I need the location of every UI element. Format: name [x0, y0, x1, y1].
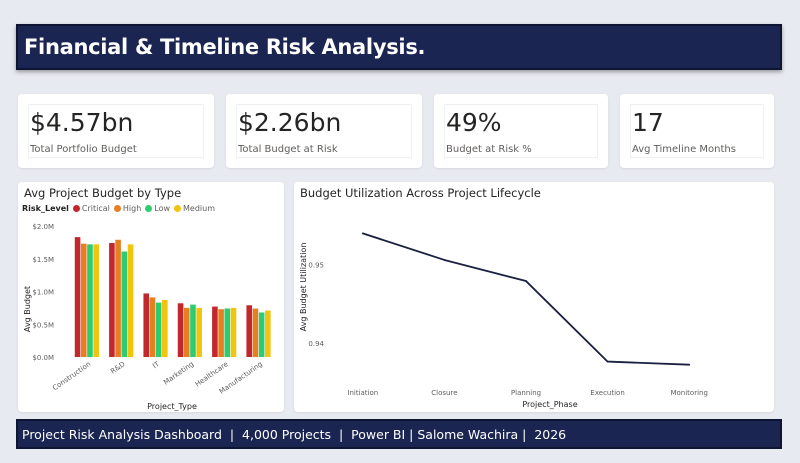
- kpi-label: Avg Timeline Months: [632, 144, 736, 155]
- bar-critical: [212, 306, 218, 357]
- bar-x-tick-label: Marketing: [162, 360, 195, 387]
- budget-by-type-panel[interactable]: Avg Project Budget by Type Risk_Level Cr…: [18, 182, 284, 412]
- legend-dot: [113, 205, 121, 212]
- legend-item-medium[interactable]: Medium: [174, 204, 215, 213]
- line-y-axis-label: Avg Budget Utilization: [299, 243, 308, 332]
- legend-label: High: [122, 204, 142, 213]
- utilization-point: [525, 280, 527, 282]
- bar-low: [155, 302, 162, 357]
- utilization-point: [443, 259, 446, 261]
- bar-low: [190, 304, 196, 357]
- bar-x-tick-label: R&D: [109, 360, 126, 376]
- budget-utilization-panel[interactable]: Budget Utilization Across Project Lifecy…: [294, 182, 774, 412]
- kpi-value: $4.57bn: [30, 108, 134, 137]
- bar-medium: [93, 244, 99, 357]
- kpi-card-border: [236, 104, 412, 158]
- bar-medium: [265, 310, 271, 357]
- bar-y-tick-label: $0.0M: [32, 354, 54, 362]
- bar-critical: [143, 293, 150, 357]
- bar-high: [80, 243, 87, 357]
- kpi-card-total-budget-at-risk[interactable]: $2.26bn Total Budget at Risk: [226, 94, 422, 168]
- utilization-point: [361, 232, 364, 235]
- utilization-point: [606, 360, 609, 363]
- bar-critical: [74, 237, 81, 357]
- bar-x-tick-label: Construction: [51, 360, 92, 392]
- utilization-line-chart[interactable]: Avg Budget Utilization Project_Phase 0.9…: [294, 182, 774, 412]
- bar-y-tick-label: $0.5M: [32, 321, 54, 329]
- bar-high: [115, 239, 121, 357]
- bar-high: [183, 307, 190, 357]
- legend-dot: [174, 205, 182, 212]
- kpi-card-border: [630, 104, 764, 158]
- legend-dot: [145, 205, 153, 212]
- line-x-tick-label: Initiation: [347, 389, 378, 397]
- bar-low: [121, 251, 128, 357]
- kpi-label: Budget at Risk %: [446, 144, 532, 155]
- legend-item-critical[interactable]: Critical: [72, 204, 110, 213]
- bar-x-tick-label: IT: [151, 360, 161, 371]
- bar-y-tick-label: $1.5M: [32, 256, 54, 264]
- dashboard-footer: Project Risk Analysis Dashboard | 4,000 …: [16, 419, 782, 449]
- kpi-card-budget-at-risk-pct[interactable]: 49% Budget at Risk %: [434, 94, 608, 168]
- legend-dot: [72, 205, 80, 212]
- line-x-axis-label: Project_Phase: [522, 400, 577, 409]
- footer-text: Project Risk Analysis Dashboard | 4,000 …: [22, 426, 567, 442]
- kpi-value: 49%: [446, 108, 502, 137]
- utilization-chart-title: Budget Utilization Across Project Lifecy…: [300, 186, 541, 200]
- bar-high: [218, 309, 224, 357]
- line-x-tick-label: Monitoring: [670, 389, 707, 397]
- utilization-point: [688, 363, 691, 366]
- kpi-value: 17: [632, 108, 664, 137]
- bar-medium: [162, 300, 168, 357]
- kpi-label: Total Portfolio Budget: [30, 144, 137, 155]
- kpi-card-avg-timeline-months[interactable]: 17 Avg Timeline Months: [620, 94, 774, 168]
- bar-low: [224, 308, 231, 357]
- line-y-tick-label: 0.94: [308, 340, 324, 348]
- bar-critical: [109, 243, 115, 357]
- dashboard-title: Financial & Timeline Risk Analysis.: [24, 35, 426, 59]
- line-x-tick-label: Planning: [511, 389, 541, 397]
- kpi-card-border: [444, 104, 598, 158]
- line-x-tick-label: Closure: [431, 389, 457, 397]
- bar-critical: [177, 303, 184, 357]
- bar-critical: [246, 305, 253, 357]
- dashboard-header: Financial & Timeline Risk Analysis.: [16, 24, 782, 70]
- line-y-tick-label: 0.95: [308, 262, 324, 270]
- bar-medium: [127, 244, 134, 357]
- bar-x-axis-label: Project_Type: [147, 402, 197, 411]
- legend-item-low[interactable]: Low: [145, 204, 170, 213]
- line-x-tick-label: Execution: [590, 389, 624, 397]
- bar-low: [258, 312, 265, 357]
- legend-label: Critical: [81, 204, 110, 213]
- kpi-label: Total Budget at Risk: [238, 144, 338, 155]
- bar-y-axis-label: Avg Budget: [23, 286, 32, 332]
- bar-high: [149, 297, 156, 357]
- budget-chart-title: Avg Project Budget by Type: [24, 186, 182, 200]
- risk-level-legend: Risk_Level Critical High Low Medium: [22, 204, 219, 213]
- legend-label: Medium: [183, 204, 216, 213]
- legend-title: Risk_Level: [22, 204, 69, 213]
- bar-y-tick-label: $2.0M: [32, 223, 54, 231]
- legend-label: Low: [154, 204, 171, 213]
- bar-medium: [230, 307, 237, 357]
- bar-medium: [196, 307, 202, 357]
- bar-high: [252, 308, 259, 357]
- utilization-line: [362, 232, 690, 366]
- budget-bar-chart[interactable]: Avg Budget Project_Type $0.0M $0.5M $1.0M $…: [18, 182, 284, 412]
- kpi-value: $2.26bn: [238, 108, 342, 137]
- bar-low: [87, 244, 93, 357]
- bar-y-tick-label: $1.0M: [32, 289, 54, 297]
- legend-item-high[interactable]: High: [113, 204, 142, 213]
- kpi-card-total-portfolio-budget[interactable]: $4.57bn Total Portfolio Budget: [18, 94, 214, 168]
- kpi-card-border: [28, 104, 204, 158]
